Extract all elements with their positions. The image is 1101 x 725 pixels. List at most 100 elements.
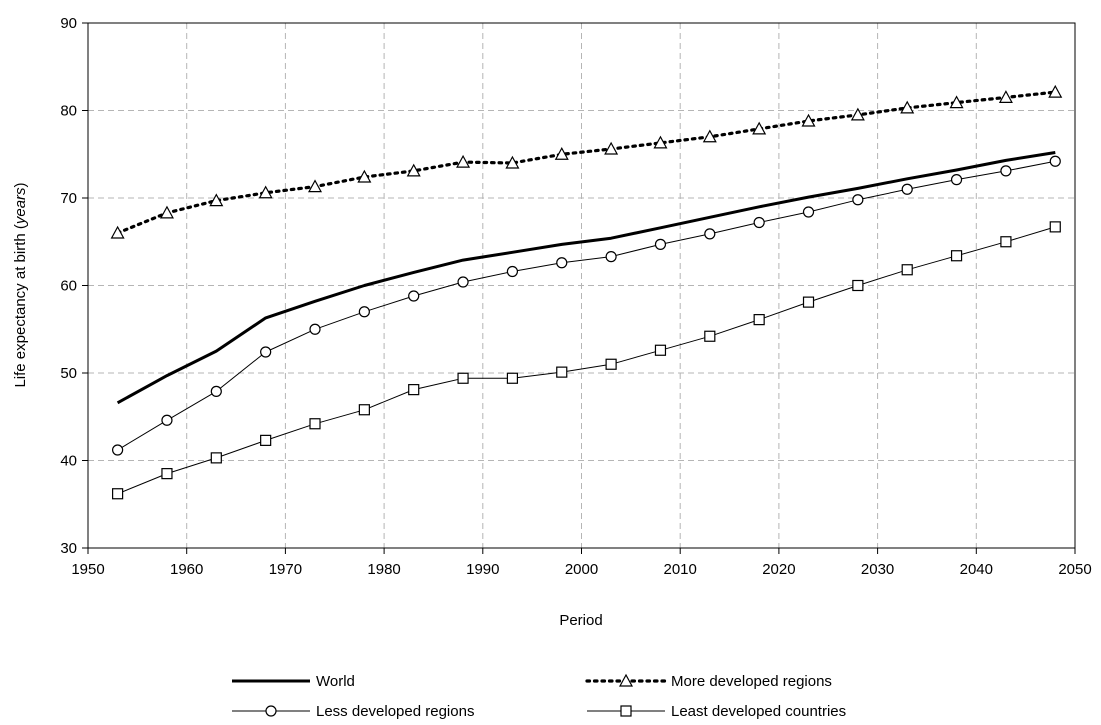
data-point-more-developed-regions-2043 bbox=[998, 90, 1013, 103]
data-point-more-developed-regions-2033 bbox=[900, 100, 915, 114]
data-point-more-developed-regions-1953 bbox=[110, 225, 125, 239]
x-tick-label-1970: 1970 bbox=[269, 561, 302, 578]
tick-layer: 1950 1960 1970 1980 1990 2000 2010 2020 2030 2040… bbox=[60, 15, 1091, 578]
legend-label-more-developed-regions: More developed regions bbox=[671, 673, 832, 690]
series-line-less-developed-regions bbox=[117, 160, 1056, 451]
data-point-less-developed-regions-2008 bbox=[654, 238, 667, 250]
data-point-more-developed-regions-2018 bbox=[752, 121, 767, 135]
data-point-less-developed-regions-2018 bbox=[753, 216, 765, 229]
y-axis-title-unit: years bbox=[12, 187, 29, 225]
y-tick-label-60: 60 bbox=[60, 278, 77, 295]
series-line-more-developed-regions bbox=[115, 90, 1057, 235]
data-point-least-developed-countries-2018 bbox=[753, 314, 765, 326]
data-point-less-developed-regions-1968 bbox=[260, 346, 272, 358]
series-line-world bbox=[116, 151, 1056, 405]
data-point-more-developed-regions-1988 bbox=[456, 154, 471, 168]
data-point-more-developed-regions-1973 bbox=[307, 179, 323, 193]
data-point-less-developed-regions-1988 bbox=[457, 276, 469, 288]
legend-label-world: World bbox=[316, 673, 355, 690]
legend-marker-more-developed-regions bbox=[618, 673, 634, 687]
data-point-least-developed-countries-1958 bbox=[161, 468, 173, 480]
data-point-least-developed-countries-1963 bbox=[210, 452, 222, 464]
data-point-less-developed-regions-2003 bbox=[605, 251, 617, 263]
y-axis-title-main: Life expectancy at birth ( bbox=[12, 224, 29, 387]
legend-item-less-developed-regions: Less developed regions bbox=[232, 703, 474, 720]
data-point-more-developed-regions-1968 bbox=[258, 185, 273, 199]
data-point-more-developed-regions-2013 bbox=[702, 129, 717, 143]
data-point-less-developed-regions-1998 bbox=[556, 257, 568, 269]
x-tick-label-1950: 1950 bbox=[71, 561, 104, 578]
data-point-less-developed-regions-1958 bbox=[161, 414, 173, 426]
legend-marker-least-developed-countries bbox=[620, 705, 632, 717]
data-point-more-developed-regions-2008 bbox=[653, 135, 668, 149]
data-point-less-developed-regions-1953 bbox=[112, 444, 124, 456]
data-point-more-developed-regions-2028 bbox=[850, 107, 865, 121]
x-tick-label-2050: 2050 bbox=[1058, 561, 1091, 578]
data-point-less-developed-regions-1983 bbox=[408, 290, 420, 302]
x-tick-label-2020: 2020 bbox=[762, 561, 795, 578]
data-point-more-developed-regions-1958 bbox=[159, 205, 174, 219]
data-point-less-developed-regions-2028 bbox=[852, 194, 864, 206]
x-tick-label-1960: 1960 bbox=[170, 561, 203, 578]
y-tick-label-90: 90 bbox=[60, 15, 77, 32]
data-point-more-developed-regions-2048 bbox=[1048, 84, 1063, 98]
data-point-least-developed-countries-2003 bbox=[605, 358, 617, 370]
data-point-more-developed-regions-1998 bbox=[554, 146, 569, 160]
y-tick-label-30: 30 bbox=[60, 540, 77, 557]
data-point-least-developed-countries-1968 bbox=[260, 434, 272, 446]
data-point-less-developed-regions-1973 bbox=[309, 323, 321, 335]
legend-item-least-developed-countries: Least developed countries bbox=[587, 703, 846, 720]
legend-item-world: World bbox=[232, 673, 355, 690]
y-tick-label-70: 70 bbox=[60, 190, 77, 207]
series-least-developed-countries bbox=[112, 221, 1061, 500]
data-point-less-developed-regions-2048 bbox=[1049, 155, 1061, 167]
data-point-more-developed-regions-1978 bbox=[357, 169, 372, 183]
data-point-least-developed-countries-2008 bbox=[654, 344, 667, 356]
x-axis-title: Period bbox=[559, 612, 602, 629]
data-point-least-developed-countries-1953 bbox=[112, 488, 124, 500]
y-tick-label-80: 80 bbox=[60, 103, 77, 120]
data-point-less-developed-regions-2043 bbox=[1000, 165, 1012, 177]
y-tick-label-40: 40 bbox=[60, 453, 77, 470]
legend-marker-less-developed-regions bbox=[265, 705, 277, 717]
series-less-developed-regions bbox=[112, 155, 1061, 456]
data-point-more-developed-regions-1963 bbox=[209, 193, 224, 207]
x-tick-label-2010: 2010 bbox=[664, 561, 697, 578]
y-axis-title: Life expectancy at birth (years) bbox=[12, 182, 29, 387]
legend: World More developed regions Less develope… bbox=[232, 673, 846, 720]
data-point-least-developed-countries-1973 bbox=[309, 418, 321, 430]
y-axis-title-close: ) bbox=[12, 182, 29, 187]
data-point-more-developed-regions-2038 bbox=[949, 95, 964, 109]
series-world bbox=[116, 151, 1056, 405]
data-point-least-developed-countries-2028 bbox=[852, 279, 864, 292]
y-tick-label-50: 50 bbox=[60, 365, 77, 382]
x-tick-label-2000: 2000 bbox=[565, 561, 598, 578]
x-tick-label-2040: 2040 bbox=[960, 561, 993, 578]
data-point-more-developed-regions-1993 bbox=[505, 155, 520, 169]
data-point-least-developed-countries-2043 bbox=[1000, 236, 1012, 248]
series-layer bbox=[110, 84, 1063, 500]
data-point-least-developed-countries-2013 bbox=[704, 330, 716, 342]
data-point-less-developed-regions-2033 bbox=[901, 183, 913, 195]
data-point-least-developed-countries-1983 bbox=[408, 384, 420, 396]
data-point-less-developed-regions-1978 bbox=[358, 306, 370, 318]
series-line-least-developed-countries bbox=[117, 226, 1056, 495]
data-point-least-developed-countries-2023 bbox=[802, 296, 815, 308]
data-point-less-developed-regions-1993 bbox=[506, 265, 519, 278]
x-tick-label-1980: 1980 bbox=[367, 561, 400, 578]
x-tick-label-2030: 2030 bbox=[861, 561, 894, 578]
legend-label-least-developed-countries: Least developed countries bbox=[671, 703, 846, 720]
x-tick-label-1990: 1990 bbox=[466, 561, 499, 578]
data-point-least-developed-countries-2033 bbox=[901, 264, 913, 276]
legend-label-less-developed-regions: Less developed regions bbox=[316, 703, 474, 720]
data-point-less-developed-regions-2038 bbox=[950, 174, 963, 186]
data-point-least-developed-countries-1993 bbox=[506, 372, 519, 384]
data-point-less-developed-regions-2013 bbox=[704, 228, 716, 240]
legend-item-more-developed-regions: More developed regions bbox=[585, 673, 832, 690]
data-point-less-developed-regions-1963 bbox=[210, 385, 222, 397]
data-point-least-developed-countries-1988 bbox=[457, 372, 469, 384]
series-more-developed-regions bbox=[110, 84, 1063, 239]
data-point-least-developed-countries-1998 bbox=[556, 366, 568, 378]
